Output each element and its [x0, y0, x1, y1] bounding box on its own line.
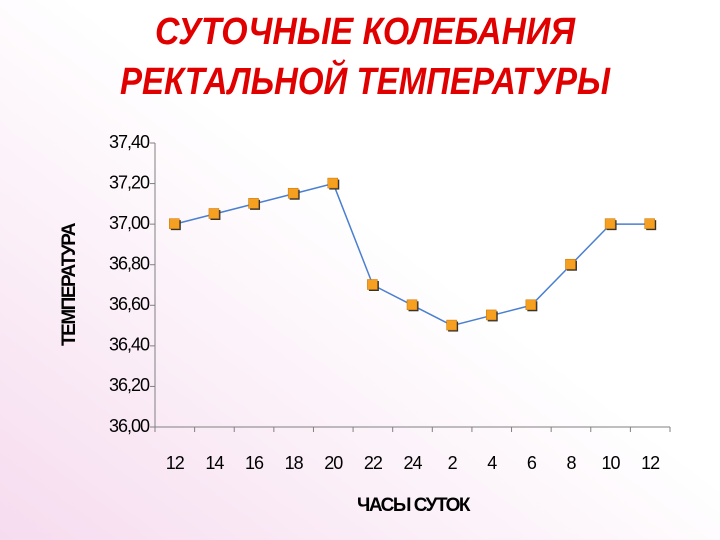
- marker: [367, 279, 378, 290]
- x-tick-label: 12: [641, 453, 660, 473]
- y-tick-label: 36,00: [109, 416, 150, 436]
- y-tick-label: 36,60: [109, 294, 150, 314]
- marker: [565, 258, 576, 270]
- x-tick-label: 16: [245, 453, 264, 473]
- x-tick-label: 24: [403, 453, 422, 473]
- marker: [604, 218, 616, 229]
- x-axis-title: ЧАСЫ СУТОК: [357, 495, 471, 516]
- y-tick-label: 37,20: [109, 172, 150, 192]
- marker: [644, 218, 655, 229]
- x-tick-label: 14: [205, 453, 224, 473]
- marker: [485, 309, 497, 321]
- x-tick-label: 10: [602, 453, 621, 473]
- y-tick-label: 37,00: [109, 213, 150, 233]
- marker: [248, 198, 259, 209]
- x-tick-label: 4: [487, 453, 497, 473]
- marker: [208, 208, 220, 219]
- y-tick-label: 37,40: [109, 132, 150, 152]
- x-tick-label: 2: [448, 453, 458, 473]
- chart-title: СУТОЧНЫЕ КОЛЕБАНИЯ: [155, 11, 576, 53]
- x-tick-label: 12: [166, 453, 185, 473]
- y-tick-label: 36,80: [109, 253, 150, 273]
- marker: [406, 299, 418, 311]
- x-tick-label: 6: [527, 453, 537, 473]
- x-tick-label: 22: [364, 453, 383, 473]
- y-tick-label: 36,40: [109, 335, 150, 355]
- marker: [169, 218, 180, 229]
- y-axis-title: ТЕМПЕРАТУРА: [59, 222, 80, 346]
- marker: [327, 177, 339, 189]
- marker: [525, 299, 537, 311]
- marker: [287, 187, 299, 199]
- x-tick-label: 18: [285, 453, 304, 473]
- x-tick-label: 8: [566, 453, 576, 473]
- marker: [446, 319, 457, 331]
- y-tick-label: 36,20: [109, 375, 150, 395]
- chart-title: РЕКТАЛЬНОЙ ТЕМПЕРАТУРЫ: [120, 58, 611, 103]
- x-tick-label: 20: [324, 453, 343, 473]
